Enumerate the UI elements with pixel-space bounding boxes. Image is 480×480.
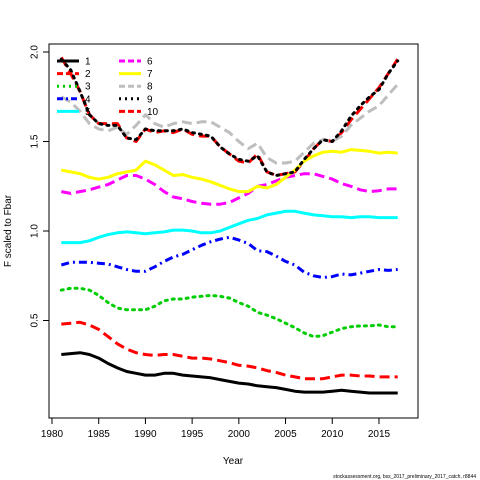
series-line-1	[61, 351, 398, 395]
legend: 12 34 5 67 89 10	[57, 57, 159, 118]
source-footnote: stockassessment.org, bss_2017_preliminar…	[333, 474, 476, 480]
series-layer	[59, 56, 400, 395]
series-line-8	[60, 83, 399, 165]
legend-label-1: 1	[85, 57, 91, 68]
y-axis: 0.5 1.0 1.5 2.0	[30, 45, 49, 327]
x-axis-title: Year	[223, 456, 244, 467]
legend-label-8: 8	[147, 82, 153, 93]
y-tick-label-0.5: 0.5	[30, 313, 41, 327]
series-line-7	[61, 148, 398, 194]
legend-label-6: 6	[147, 57, 153, 68]
x-tick-label-1980: 1980	[41, 429, 64, 440]
legend-label-5: 5	[85, 107, 91, 118]
legend-label-2: 2	[85, 69, 91, 80]
x-tick-label-2000: 2000	[228, 429, 251, 440]
x-tick-label-1985: 1985	[88, 429, 111, 440]
x-tick-label-2005: 2005	[274, 429, 297, 440]
series-line-3	[59, 286, 400, 339]
x-axis: 1980 1985 1990 1995 2000 2005 2010 2015	[41, 418, 391, 440]
legend-label-9: 9	[147, 94, 153, 105]
series-line-2	[60, 56, 399, 177]
legend-label-10: 10	[147, 107, 159, 118]
y-axis-title: F scaled to Fbar	[3, 194, 14, 267]
x-tick-label-2010: 2010	[321, 429, 344, 440]
legend-label-7: 7	[147, 69, 153, 80]
x-tick-label-1990: 1990	[134, 429, 157, 440]
y-tick-label-1: 1.0	[30, 224, 41, 238]
x-tick-label-1995: 1995	[181, 429, 204, 440]
series-line-9	[59, 57, 400, 177]
series-line-10	[61, 320, 398, 381]
y-tick-label-1.5: 1.5	[30, 134, 41, 148]
x-tick-label-2015: 2015	[368, 429, 391, 440]
series-line-4	[60, 235, 398, 279]
legend-label-4: 4	[85, 94, 91, 105]
series-line-5	[61, 209, 398, 245]
legend-label-3: 3	[85, 82, 91, 93]
y-tick-label-2: 2.0	[30, 45, 41, 59]
